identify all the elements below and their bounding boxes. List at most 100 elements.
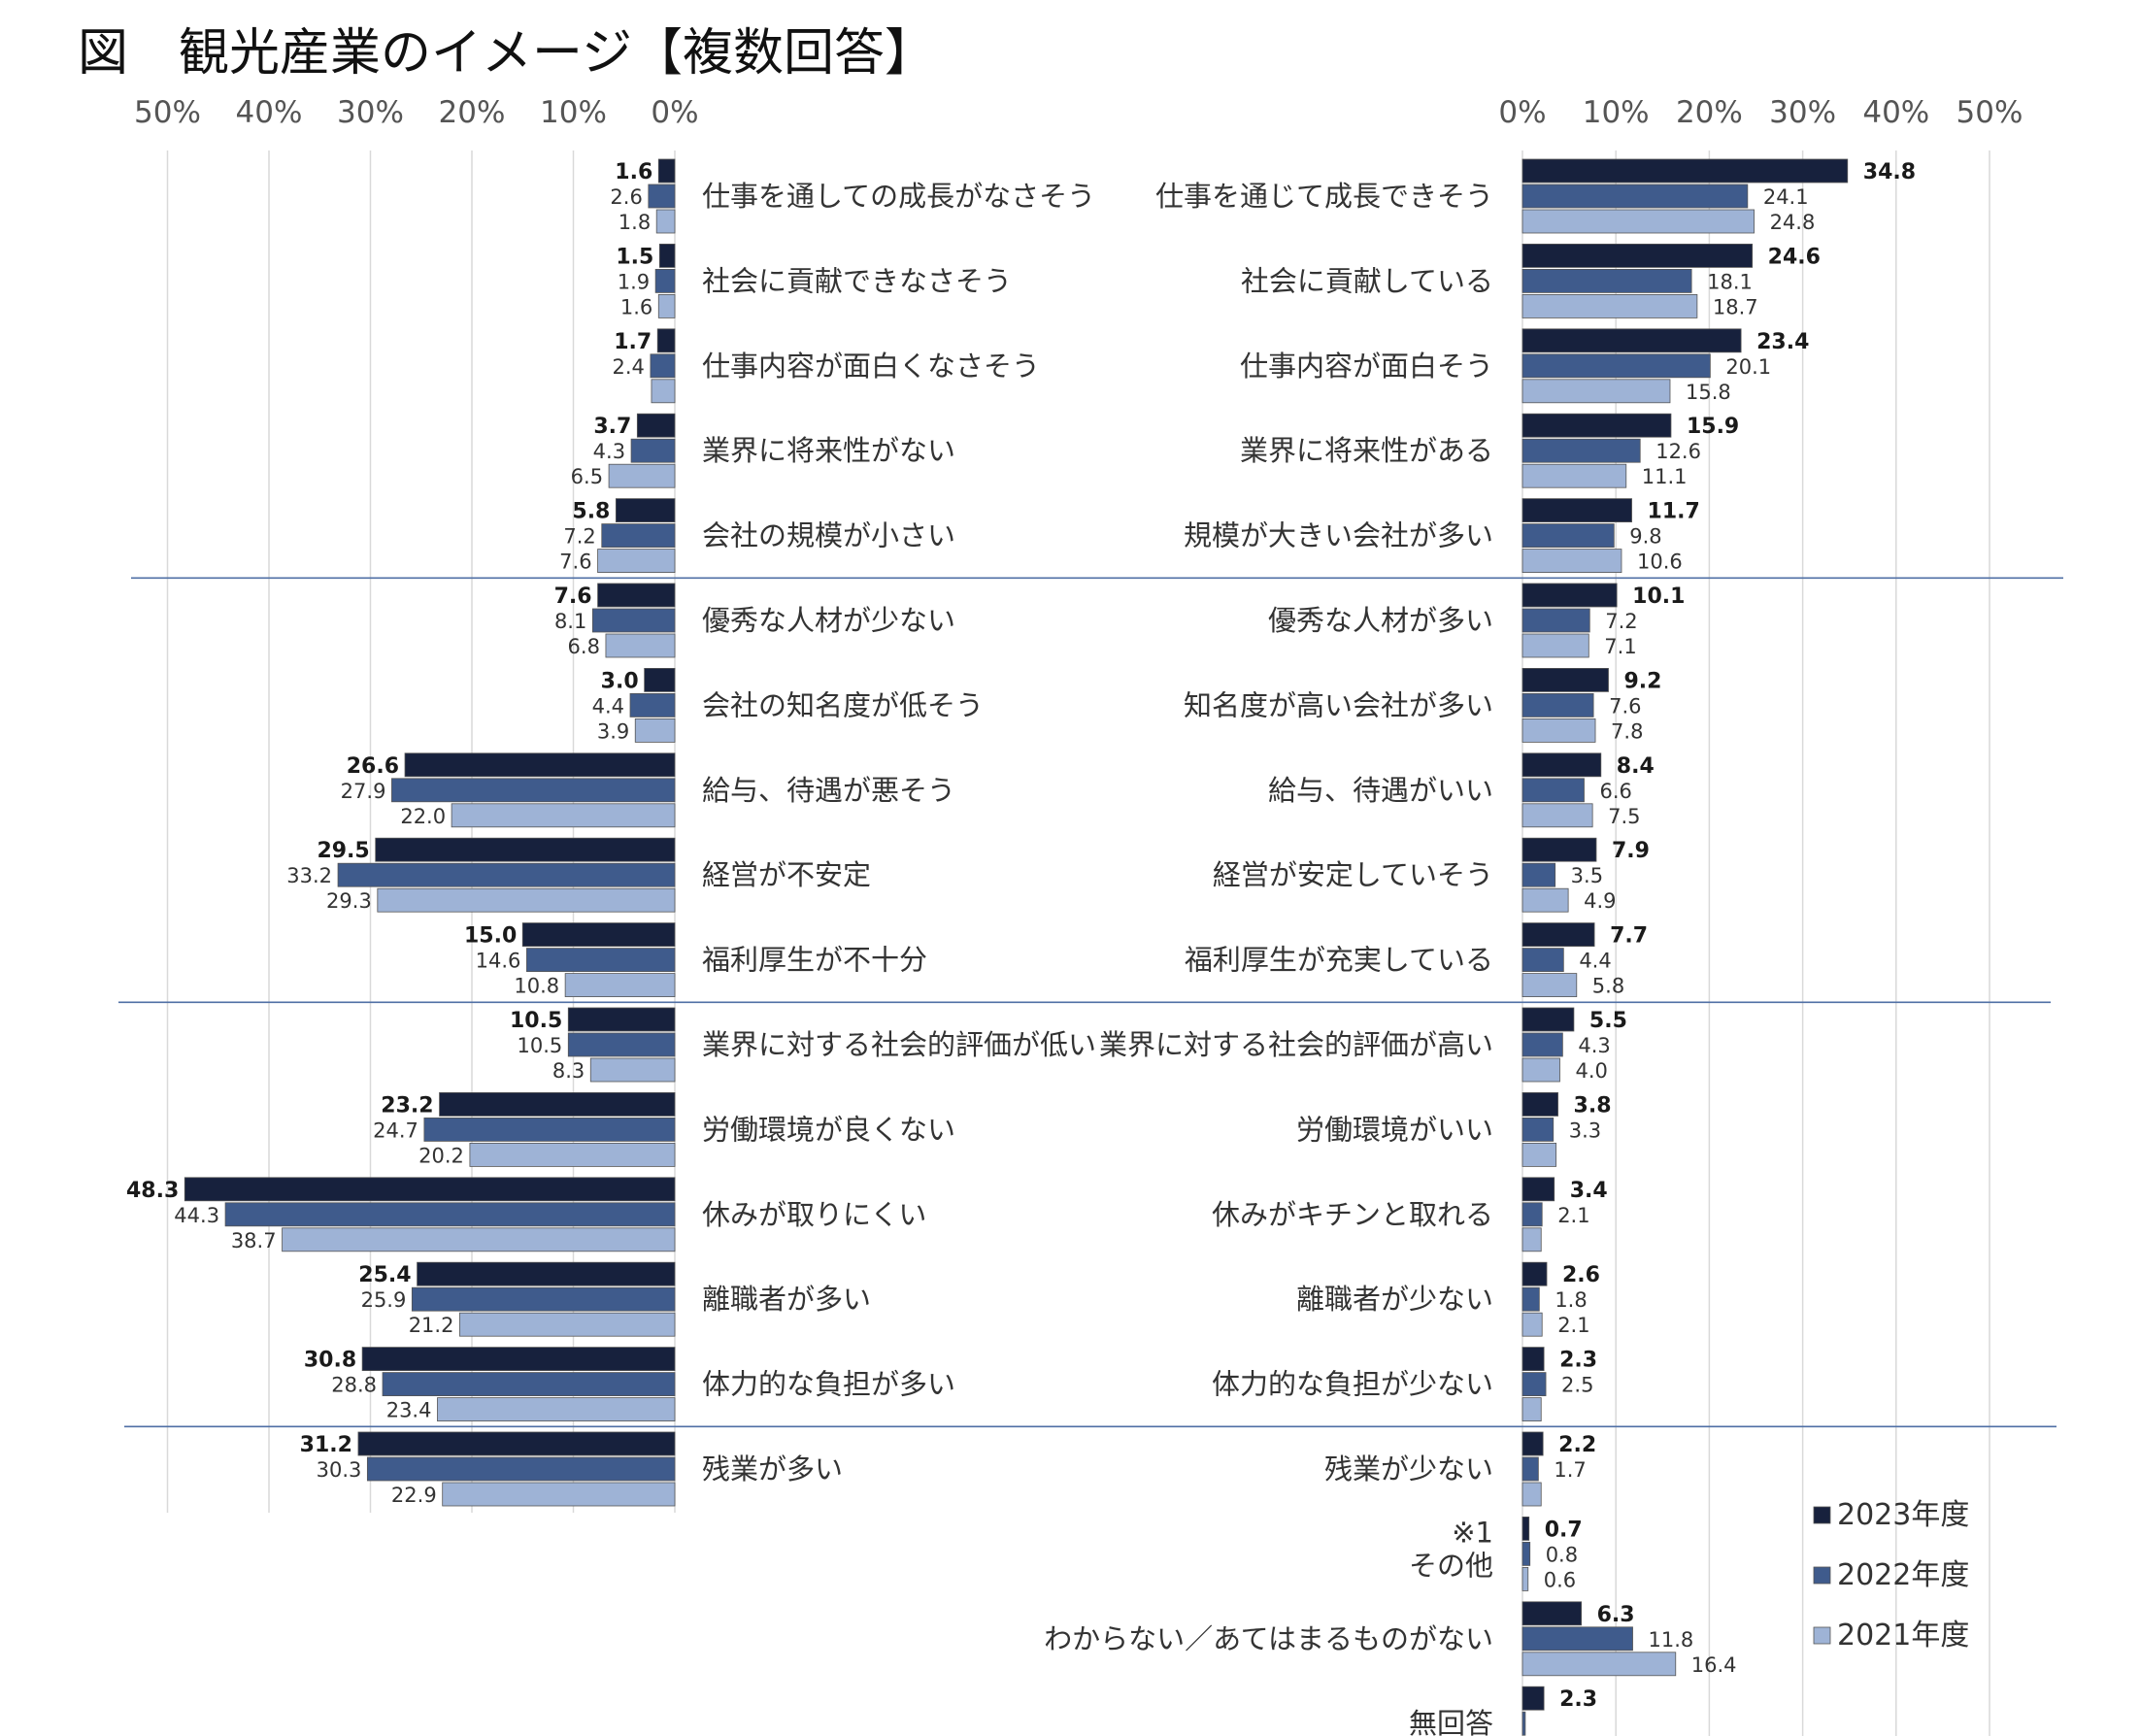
data-label: 6.6 (1599, 780, 1631, 803)
category-label-negative: 労働環境が良くない (702, 1113, 955, 1146)
bar-negative-14-1 (382, 1372, 676, 1396)
bar-positive-3-2 (1521, 463, 1627, 488)
bar-negative-4-1 (601, 523, 676, 548)
bar-negative-1-1 (654, 268, 676, 293)
bar-positive-8-1 (1521, 862, 1556, 887)
data-label: 10.1 (1632, 584, 1685, 609)
bar-positive-6-1 (1521, 693, 1594, 718)
data-label: 15.8 (1686, 381, 1731, 404)
category-label-positive: 体力的な負担が少ない (1212, 1368, 1493, 1401)
bar-positive-10-1 (1521, 1032, 1563, 1057)
data-label: 21.2 (409, 1314, 454, 1337)
data-label: 20.2 (418, 1144, 464, 1167)
data-label: 29.5 (317, 839, 369, 863)
bar-positive-1-1 (1521, 268, 1692, 293)
data-label: 3.5 (1571, 864, 1603, 887)
bar-negative-4-0 (615, 498, 676, 522)
bar-positive-3-0 (1521, 413, 1672, 438)
data-label: 4.4 (1579, 950, 1611, 973)
data-label: 3.7 (593, 415, 631, 439)
category-label-negative: 業界に対する社会的評価が低い (702, 1028, 1096, 1061)
data-label: 34.8 (1863, 160, 1916, 184)
bar-negative-3-1 (630, 438, 676, 463)
bars (184, 158, 1849, 1736)
bar-positive-2-1 (1521, 353, 1711, 379)
category-label-negative: 休みが取りにくい (702, 1198, 926, 1231)
bar-positive-17-0 (1521, 1601, 1583, 1626)
bar-positive-8-0 (1521, 837, 1597, 862)
left-axis-tick: 50% (134, 95, 201, 130)
data-label: 8.1 (554, 610, 586, 633)
bar-positive-14-2 (1521, 1397, 1542, 1421)
bar-negative-5-2 (605, 633, 676, 658)
data-label: 2.2 (1558, 1433, 1596, 1457)
left-axis-tick: 20% (439, 95, 506, 130)
left-axis-tick: 30% (337, 95, 404, 130)
bar-positive-9-2 (1521, 973, 1578, 997)
data-label: 9.8 (1629, 525, 1661, 549)
labels: 1.62.61.8仕事を通しての成長がなさそう1.51.91.6社会に貢献できな… (126, 160, 1916, 1736)
data-label: 25.9 (361, 1288, 407, 1312)
data-label: 28.8 (331, 1374, 377, 1397)
data-label: 3.0 (601, 669, 639, 693)
bar-negative-13-1 (411, 1286, 676, 1312)
bar-positive-3-1 (1521, 438, 1641, 463)
bar-positive-4-1 (1521, 523, 1615, 548)
category-label-negative: 会社の知名度が低そう (702, 688, 984, 721)
bar-negative-14-0 (361, 1347, 676, 1371)
category-label-negative: 仕事を通しての成長がなさそう (702, 180, 1095, 213)
bar-negative-7-0 (404, 752, 676, 778)
bar-positive-2-2 (1521, 379, 1671, 404)
data-label: 10.5 (510, 1009, 562, 1033)
bar-positive-12-0 (1521, 1177, 1555, 1202)
data-label: 0.6 (1544, 1568, 1576, 1591)
bar-negative-11-0 (439, 1092, 676, 1117)
data-label: 7.6 (559, 551, 591, 574)
bar-positive-15-1 (1521, 1456, 1539, 1482)
bar-negative-11-2 (469, 1143, 676, 1167)
data-label: 7.7 (1610, 924, 1648, 949)
data-label: 2.1 (1557, 1204, 1589, 1227)
data-label: 23.4 (1756, 330, 1809, 354)
data-label: 1.6 (620, 295, 652, 318)
bar-positive-1-2 (1521, 293, 1698, 318)
category-label-negative: 業界に将来性がない (702, 434, 955, 467)
bar-positive-0-0 (1521, 158, 1849, 184)
right-axis-tick: 10% (1583, 95, 1650, 130)
data-label: 6.8 (568, 635, 600, 658)
bar-positive-5-2 (1521, 633, 1589, 658)
data-label: 1.7 (1554, 1458, 1586, 1482)
legend-entry: 2021年度 (1837, 1619, 1969, 1653)
data-label: 12.6 (1655, 440, 1701, 463)
data-label: 24.6 (1768, 245, 1821, 269)
legend: 2023年度 2022年度 2021年度 (1813, 1498, 1969, 1653)
data-label: 15.9 (1687, 415, 1739, 439)
category-label-positive: 労働環境がいい (1296, 1113, 1493, 1146)
legend-swatch (1813, 1566, 1831, 1585)
data-label: 24.1 (1763, 185, 1809, 209)
bar-positive-11-0 (1521, 1092, 1558, 1117)
data-label: 18.7 (1713, 295, 1758, 318)
bar-positive-11-2 (1521, 1143, 1557, 1167)
axis-ticks: 50% 40% 30% 20% 10% 0% 0% 10% 20% 30% 40% 50% (134, 95, 2023, 130)
data-label: 7.6 (1609, 694, 1641, 718)
data-label: 11.1 (1642, 465, 1688, 488)
category-label-positive: 給与、待遇がいい (1268, 774, 1493, 807)
data-label: 5.8 (572, 500, 610, 524)
bar-negative-0-0 (657, 158, 676, 184)
data-label: 48.3 (126, 1179, 179, 1203)
data-label: 7.6 (554, 584, 592, 609)
legend-swatch (1813, 1506, 1831, 1524)
category-label-positive: 業界に対する社会的評価が高い (1099, 1028, 1493, 1061)
bar-negative-7-1 (391, 778, 676, 803)
data-label: 6.3 (1597, 1603, 1635, 1627)
bar-negative-6-2 (634, 718, 676, 743)
data-label: 15.0 (464, 924, 517, 949)
data-label: 5.8 (1592, 975, 1624, 998)
data-label: 38.7 (231, 1229, 277, 1252)
bar-positive-9-0 (1521, 922, 1595, 947)
data-label: 2.3 (1559, 1687, 1597, 1712)
bar-positive-10-0 (1521, 1007, 1575, 1032)
data-label: 2.3 (1559, 1349, 1597, 1373)
right-axis-tick: 30% (1769, 95, 1836, 130)
